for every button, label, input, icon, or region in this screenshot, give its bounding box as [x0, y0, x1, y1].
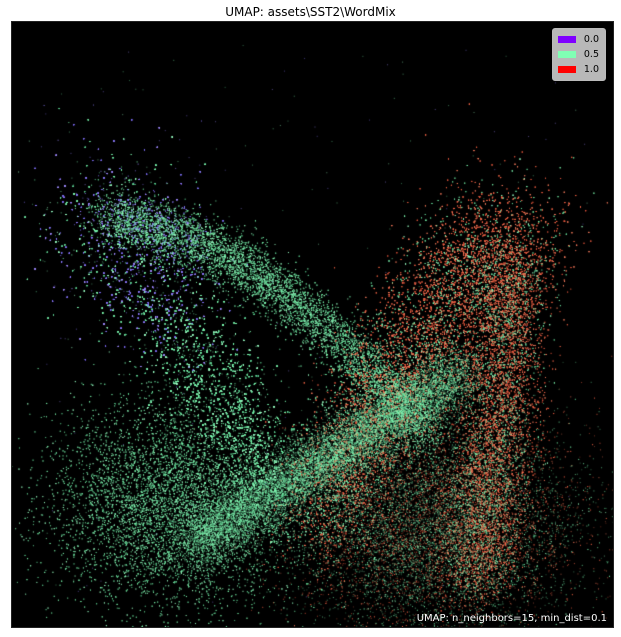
- umap-params-annotation: UMAP: n_neighbors=15, min_dist=0.1: [416, 613, 607, 624]
- legend-entry-0: 0.0: [557, 32, 599, 47]
- legend-swatch-0: [557, 36, 576, 43]
- legend-entry-2: 1.0: [557, 62, 599, 77]
- legend-entry-1: 0.5: [557, 47, 599, 62]
- legend-label-1: 0.5: [583, 49, 599, 60]
- legend-label-0: 0.0: [583, 34, 599, 45]
- plot-area: 0.0 0.5 1.0 UMAP: n_neighbors=15, min_di…: [11, 21, 614, 628]
- legend-label-2: 1.0: [583, 64, 599, 75]
- legend: 0.0 0.5 1.0: [551, 28, 606, 81]
- legend-swatch-2: [557, 66, 576, 73]
- legend-swatch-1: [557, 51, 576, 58]
- umap-scatter-points: [12, 22, 613, 627]
- chart-title: UMAP: assets\SST2\WordMix: [225, 5, 396, 19]
